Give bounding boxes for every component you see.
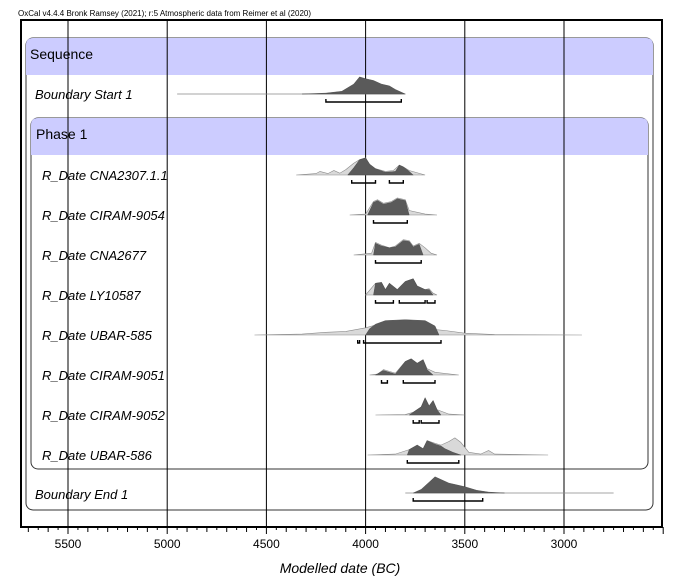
x-tick-label: 3000 xyxy=(551,537,578,551)
hpd-range-bracket xyxy=(357,340,361,344)
row-label: R_Date CIRAM-9052 xyxy=(42,408,166,423)
hpd-range-bracket xyxy=(372,220,408,224)
x-tick-label: 3500 xyxy=(451,537,478,551)
credit-text: OxCal v4.4.4 Bronk Ramsey (2021); r:5 At… xyxy=(18,9,312,18)
posterior-distribution xyxy=(408,397,442,416)
row-label: R_Date CIRAM-9054 xyxy=(42,208,165,223)
hpd-range-bracket xyxy=(374,300,395,304)
date-rows: Boundary Start 1 R_Date CNA2307.1.1 R_Date… xyxy=(35,76,614,502)
date-row: Boundary Start 1 xyxy=(35,76,406,103)
x-axis-title: Modelled date (BC) xyxy=(280,560,401,576)
x-tick-label: 5000 xyxy=(154,537,181,551)
date-row: Boundary End 1 xyxy=(35,476,614,502)
sequence-header-band xyxy=(26,38,653,75)
hpd-range-bracket xyxy=(325,99,402,103)
row-label: R_Date LY10587 xyxy=(42,288,141,303)
hpd-range-bracket xyxy=(380,380,389,384)
posterior-distribution xyxy=(413,476,505,494)
row-label: R_Date CIRAM-9051 xyxy=(42,368,165,383)
x-tick-label: 5500 xyxy=(55,537,82,551)
hpd-range-bracket xyxy=(426,300,436,304)
posterior-distribution xyxy=(373,240,424,256)
hpd-range-bracket xyxy=(420,420,440,424)
sequence-header-label: Sequence xyxy=(30,46,93,62)
date-row: R_Date CIRAM-9051 xyxy=(42,358,459,384)
date-row: R_Date UBAR-585 xyxy=(42,319,582,344)
hpd-range-bracket xyxy=(402,380,436,384)
posterior-distribution xyxy=(373,278,434,296)
date-row: R_Date UBAR-586 xyxy=(42,437,549,464)
hpd-range-bracket xyxy=(388,180,404,184)
posterior-distribution xyxy=(365,319,440,336)
phase-header-band xyxy=(31,118,648,155)
x-tick-label: 4000 xyxy=(352,537,379,551)
hpd-range-bracket xyxy=(362,340,442,344)
row-label: R_Date UBAR-586 xyxy=(42,448,153,463)
posterior-distribution xyxy=(347,157,414,176)
date-row: R_Date CNA2677 xyxy=(42,239,438,264)
hpd-range-bracket xyxy=(406,460,460,464)
row-label: Boundary Start 1 xyxy=(35,87,133,102)
date-row: R_Date CIRAM-9052 xyxy=(42,397,465,424)
vertical-gridlines xyxy=(67,20,565,527)
posterior-distribution xyxy=(302,76,406,95)
hpd-range-bracket xyxy=(398,300,426,304)
plot-frame xyxy=(20,19,663,528)
date-row: R_Date LY10587 xyxy=(42,278,438,304)
hpd-range-bracket xyxy=(412,420,420,424)
x-axis: 5500 5000 4500 4000 3500 3000 xyxy=(27,527,664,551)
row-label: R_Date CNA2677 xyxy=(42,248,147,263)
hpd-range-bracket xyxy=(351,180,377,184)
posterior-distribution xyxy=(374,358,434,376)
row-label: R_Date UBAR-585 xyxy=(42,328,153,343)
hpd-range-bracket xyxy=(374,260,422,264)
phase-header-label: Phase 1 xyxy=(36,126,88,142)
date-row: R_Date CNA2307.1.1 xyxy=(42,157,426,184)
hpd-range-bracket xyxy=(412,498,484,502)
date-row: R_Date CIRAM-9054 xyxy=(42,197,438,224)
posterior-distribution xyxy=(367,198,410,216)
posterior-distribution xyxy=(407,440,461,456)
row-label: R_Date CNA2307.1.1 xyxy=(42,168,168,183)
x-tick-label: 4500 xyxy=(253,537,280,551)
row-label: Boundary End 1 xyxy=(35,487,128,502)
